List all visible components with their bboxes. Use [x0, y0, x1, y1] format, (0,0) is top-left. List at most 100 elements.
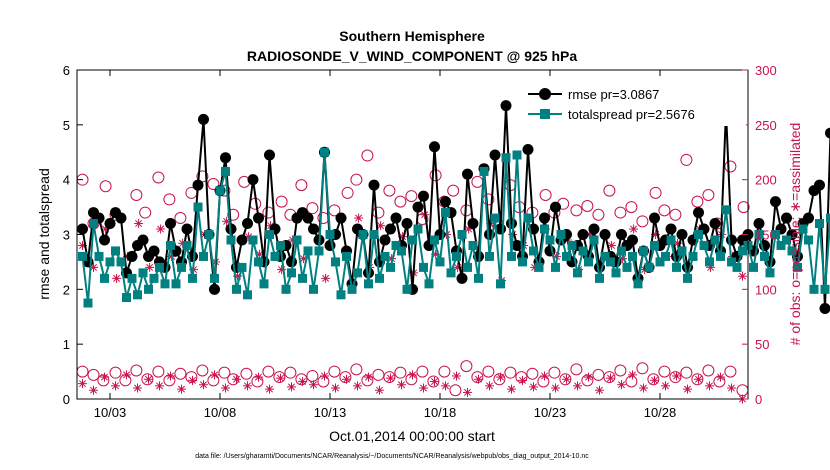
possible-obs-marker — [658, 365, 671, 378]
totalspread-point — [534, 262, 544, 272]
assimilated-obs-stroke — [377, 222, 385, 230]
y-left-tick-label: 0 — [63, 392, 70, 407]
totalspread-point — [270, 251, 280, 261]
possible-obs-marker — [139, 206, 152, 219]
totalspread-point — [237, 262, 247, 272]
possible-obs-marker — [449, 384, 462, 397]
totalspread-point — [276, 240, 285, 250]
assimilated-obs-stroke — [485, 382, 494, 390]
y-left-tick-label: 2 — [63, 282, 70, 297]
possible-obs-marker — [471, 371, 484, 384]
totalspread-point — [364, 279, 373, 289]
y-right-tick-label: 150 — [755, 228, 777, 243]
totalspread-point — [496, 279, 505, 289]
assimilated-obs-marker — [661, 381, 670, 391]
possible-obs-marker — [174, 367, 187, 380]
totalspread-point — [177, 262, 186, 272]
rmse-point — [77, 223, 88, 235]
possible-obs-marker — [680, 153, 693, 166]
legend-box — [518, 80, 746, 126]
assimilated-obs-stroke — [188, 376, 197, 384]
rmse-point — [693, 207, 704, 219]
rmse-point — [286, 256, 297, 268]
rmse-point — [181, 223, 193, 235]
y-axis-label-left: rmse and totalspread — [36, 168, 52, 300]
totalspread-point — [776, 240, 786, 250]
assimilated-obs-marker — [78, 379, 87, 389]
totalspread-point — [226, 235, 236, 245]
rmse-point — [649, 212, 660, 224]
assimilated-obs-marker — [694, 374, 703, 384]
assimilated-obs-stroke — [386, 374, 395, 382]
rmse-point — [368, 179, 380, 191]
totalspread-point — [809, 284, 819, 294]
rmse-point — [819, 303, 830, 315]
totalspread-point — [358, 230, 368, 239]
rmse-point — [511, 239, 523, 251]
assimilated-obs-marker — [287, 382, 296, 392]
totalspread-point — [292, 235, 302, 245]
possible-obs-marker — [196, 364, 209, 377]
assimilated-obs-marker — [199, 380, 208, 390]
assimilated-obs-stroke — [221, 384, 230, 392]
possible-obs-marker — [658, 204, 671, 217]
assimilated-obs-stroke — [705, 382, 714, 390]
assimilated-obs-stroke — [630, 225, 638, 233]
rmse-point — [308, 223, 319, 235]
rmse-point — [770, 196, 781, 208]
rmse-point — [192, 179, 204, 191]
totalspread-point — [105, 257, 115, 267]
totalspread-point — [133, 290, 142, 300]
rmse-point — [489, 149, 501, 161]
assimilated-obs-stroke — [727, 384, 736, 392]
totalspread-point — [430, 235, 439, 245]
totalspread-point — [424, 279, 434, 289]
x-tick-label: 10/18 — [424, 405, 457, 420]
rmse-point — [665, 223, 677, 235]
legend-label-totalspread: totalspread pr=2.5676 — [568, 107, 695, 122]
possible-obs-marker — [394, 195, 407, 208]
rmse-point — [577, 229, 589, 240]
assimilated-obs-marker — [463, 387, 472, 397]
y-left-tick-label: 1 — [63, 337, 70, 352]
totalspread-point — [94, 251, 104, 261]
assimilated-obs-marker — [331, 383, 340, 393]
assimilated-obs-stroke — [584, 373, 593, 381]
totalspread-point — [287, 268, 296, 278]
assimilated-obs-marker — [584, 372, 593, 382]
totalspread-point — [716, 251, 725, 261]
totalspread-point — [468, 240, 478, 250]
assimilated-obs-marker — [354, 213, 364, 223]
possible-obs-marker — [581, 374, 594, 387]
possible-obs-marker — [493, 373, 506, 386]
totalspread-point — [754, 230, 764, 239]
totalspread-point — [160, 279, 170, 289]
totalspread-point — [265, 230, 274, 239]
assimilated-obs-stroke — [650, 376, 659, 384]
possible-obs-marker — [207, 178, 220, 191]
totalspread-point — [83, 298, 93, 308]
axis-layer: 10/03 10/08 10/13 10/18 10/23 10/28 0 1 2 3 4 5 6 0 50… — [63, 63, 777, 420]
assimilated-obs-marker — [551, 383, 560, 393]
possible-obs-marker — [109, 366, 122, 379]
assimilated-obs-stroke — [157, 225, 165, 233]
rmse-point — [115, 212, 127, 224]
assimilated-obs-stroke — [683, 385, 692, 393]
rmse-point — [500, 100, 512, 112]
totalspread-point — [215, 186, 225, 196]
possible-obs-marker — [152, 171, 165, 184]
possible-obs-marker — [273, 371, 286, 384]
possible-obs-marker — [447, 184, 460, 197]
series-layer — [77, 100, 830, 315]
totalspread-point — [474, 273, 483, 283]
assimilated-obs-marker — [529, 382, 538, 392]
rmse-point — [803, 212, 814, 224]
assimilated-obs-marker — [298, 376, 307, 386]
possible-obs-marker — [130, 364, 143, 377]
possible-obs-marker — [460, 360, 473, 373]
possible-obs-marker — [504, 366, 517, 379]
y-right-tick-label: 250 — [755, 118, 777, 133]
totalspread-point — [397, 246, 406, 256]
assimilated-obs-marker — [474, 374, 483, 384]
totalspread-point — [210, 273, 219, 283]
